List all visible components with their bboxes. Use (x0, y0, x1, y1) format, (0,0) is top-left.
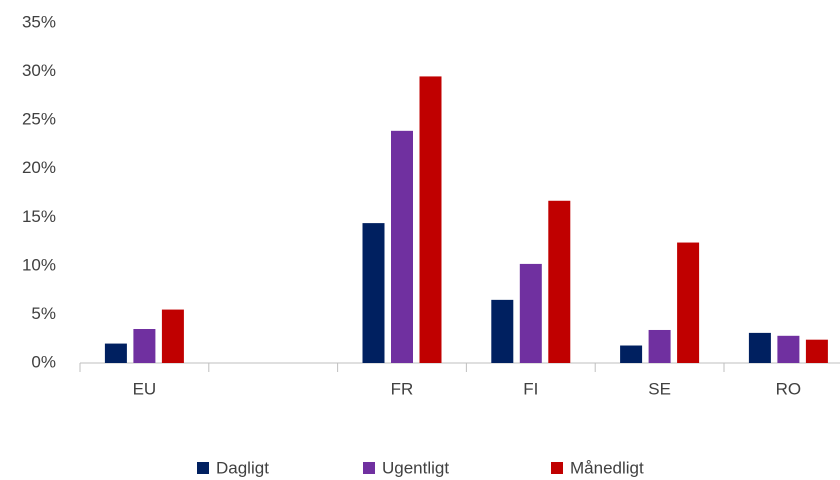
bar (419, 76, 442, 363)
y-tick-label: 10% (22, 255, 56, 274)
y-tick-label: 35% (22, 12, 56, 31)
bar (777, 335, 800, 363)
bar (748, 332, 771, 363)
bar (133, 329, 156, 363)
x-tick-label: SE (648, 379, 671, 398)
bar (620, 345, 643, 363)
y-tick-label: 20% (22, 158, 56, 177)
bar (362, 223, 385, 363)
bar (391, 130, 413, 363)
bar (548, 200, 571, 363)
y-tick-label: 15% (22, 207, 56, 226)
y-tick-label: 25% (22, 110, 56, 129)
legend-swatch (363, 462, 375, 474)
legend-label: Dagligt (216, 458, 269, 477)
legend-label: Ugentligt (382, 458, 449, 477)
x-tick-label: EU (133, 379, 157, 398)
x-tick-label: FR (391, 379, 414, 398)
y-tick-label: 0% (31, 352, 56, 371)
x-tick-label: FI (523, 379, 538, 398)
legend-label: Månedligt (570, 458, 644, 477)
bar (104, 343, 127, 363)
bar (519, 263, 542, 363)
bar (677, 242, 700, 363)
legend-swatch (197, 462, 209, 474)
bar (805, 339, 828, 363)
bar (161, 309, 184, 363)
y-tick-label: 5% (31, 304, 56, 323)
bar (648, 329, 671, 363)
legend-swatch (551, 462, 563, 474)
x-tick-label: RO (776, 379, 802, 398)
bar (491, 299, 514, 363)
y-tick-label: 30% (22, 61, 56, 80)
